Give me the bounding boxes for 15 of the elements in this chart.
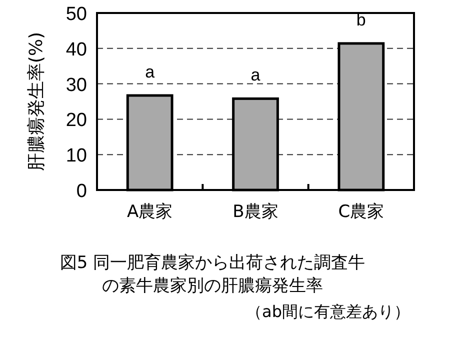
y-tick-label: 0 bbox=[76, 181, 87, 202]
x-tick-label: A農家 bbox=[127, 202, 173, 222]
y-tick-label: 40 bbox=[66, 39, 87, 60]
y-tick-label: 50 bbox=[66, 4, 87, 25]
annotation: a bbox=[145, 62, 156, 82]
y-tick-label: 10 bbox=[66, 146, 87, 167]
x-tick-label: C農家 bbox=[338, 202, 384, 222]
annotation: b bbox=[356, 10, 366, 30]
annotation: a bbox=[250, 66, 261, 85]
text: （ab間に有意差あり） bbox=[246, 302, 410, 323]
x-tick-label: B農家 bbox=[232, 202, 278, 222]
y-tick-label: 20 bbox=[66, 110, 87, 132]
y-axis-title: 肝膿瘍発生率(%) bbox=[26, 32, 47, 172]
y-tick-label: 30 bbox=[66, 74, 87, 96]
text: 図5 同一肥育農家から出荷された調査牛の素牛農家別の肝膿瘍発生率 bbox=[58, 252, 366, 298]
